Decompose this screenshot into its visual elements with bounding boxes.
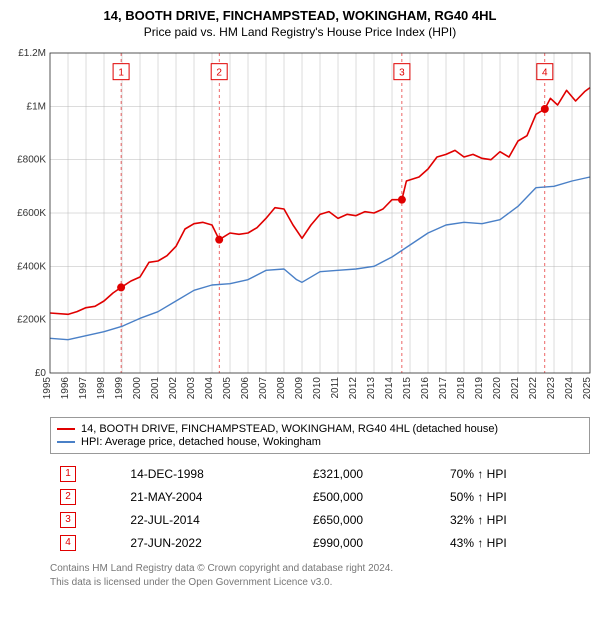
svg-text:1995: 1995 bbox=[42, 377, 53, 400]
sale-marker-cell: 2 bbox=[50, 485, 120, 508]
footnote-line: Contains HM Land Registry data © Crown c… bbox=[50, 562, 592, 576]
svg-text:2020: 2020 bbox=[492, 377, 503, 400]
sale-price: £990,000 bbox=[303, 531, 440, 554]
sale-marker-cell: 1 bbox=[50, 462, 120, 485]
svg-text:£1.2M: £1.2M bbox=[18, 48, 46, 59]
svg-text:2024: 2024 bbox=[564, 377, 575, 400]
svg-text:£400K: £400K bbox=[17, 261, 46, 272]
svg-text:2011: 2011 bbox=[330, 377, 341, 399]
sale-price: £500,000 bbox=[303, 485, 440, 508]
sale-pct: 43% ↑ HPI bbox=[440, 531, 590, 554]
chart-area: £0£200K£400K£600K£800K£1M£1.2M1995199619… bbox=[8, 47, 592, 407]
legend-swatch-icon bbox=[57, 441, 75, 443]
sale-pct: 70% ↑ HPI bbox=[440, 462, 590, 485]
svg-text:3: 3 bbox=[399, 68, 405, 79]
svg-text:2018: 2018 bbox=[456, 377, 467, 400]
table-row: 2 21-MAY-2004£500,00050% ↑ HPI bbox=[50, 485, 590, 508]
legend-swatch-icon bbox=[57, 428, 75, 430]
footnote-line: This data is licensed under the Open Gov… bbox=[50, 576, 592, 590]
sale-price: £650,000 bbox=[303, 508, 440, 531]
sale-marker-icon: 1 bbox=[60, 466, 76, 482]
svg-text:1998: 1998 bbox=[96, 377, 107, 400]
sale-price: £321,000 bbox=[303, 462, 440, 485]
svg-text:2015: 2015 bbox=[402, 377, 413, 400]
svg-text:2014: 2014 bbox=[384, 377, 395, 400]
svg-text:2012: 2012 bbox=[348, 377, 359, 400]
table-row: 3 22-JUL-2014£650,00032% ↑ HPI bbox=[50, 508, 590, 531]
sale-date: 27-JUN-2022 bbox=[120, 531, 303, 554]
svg-text:4: 4 bbox=[542, 68, 548, 79]
svg-text:2017: 2017 bbox=[438, 377, 449, 400]
sale-date: 22-JUL-2014 bbox=[120, 508, 303, 531]
legend-label: 14, BOOTH DRIVE, FINCHAMPSTEAD, WOKINGHA… bbox=[81, 423, 498, 435]
legend-label: HPI: Average price, detached house, Woki… bbox=[81, 436, 321, 448]
sale-marker-cell: 3 bbox=[50, 508, 120, 531]
svg-text:2000: 2000 bbox=[132, 377, 143, 400]
sales-table: 1 14-DEC-1998£321,00070% ↑ HPI 2 21-MAY-200… bbox=[50, 462, 590, 554]
svg-text:2006: 2006 bbox=[240, 377, 251, 400]
table-row: 1 14-DEC-1998£321,00070% ↑ HPI bbox=[50, 462, 590, 485]
sale-date: 21-MAY-2004 bbox=[120, 485, 303, 508]
svg-text:2007: 2007 bbox=[258, 377, 269, 400]
table-row: 4 27-JUN-2022£990,00043% ↑ HPI bbox=[50, 531, 590, 554]
sale-marker-icon: 3 bbox=[60, 512, 76, 528]
svg-text:£1M: £1M bbox=[27, 101, 46, 112]
svg-text:1: 1 bbox=[118, 68, 124, 79]
sale-pct: 32% ↑ HPI bbox=[440, 508, 590, 531]
sale-date: 14-DEC-1998 bbox=[120, 462, 303, 485]
svg-text:£800K: £800K bbox=[17, 155, 46, 166]
chart-svg: £0£200K£400K£600K£800K£1M£1.2M1995199619… bbox=[8, 47, 592, 407]
svg-text:1999: 1999 bbox=[114, 377, 125, 400]
svg-text:2025: 2025 bbox=[582, 377, 592, 400]
svg-text:2021: 2021 bbox=[510, 377, 521, 400]
svg-text:2010: 2010 bbox=[312, 377, 323, 400]
svg-text:2: 2 bbox=[216, 68, 222, 79]
svg-text:£600K: £600K bbox=[17, 208, 46, 219]
svg-text:2019: 2019 bbox=[474, 377, 485, 400]
svg-text:2008: 2008 bbox=[276, 377, 287, 400]
svg-text:2022: 2022 bbox=[528, 377, 539, 400]
chart-subtitle: Price paid vs. HM Land Registry's House … bbox=[8, 25, 592, 39]
svg-text:£200K: £200K bbox=[17, 315, 46, 326]
svg-text:2001: 2001 bbox=[150, 377, 161, 400]
svg-text:1997: 1997 bbox=[78, 377, 89, 400]
legend: 14, BOOTH DRIVE, FINCHAMPSTEAD, WOKINGHA… bbox=[50, 417, 590, 454]
legend-row: HPI: Average price, detached house, Woki… bbox=[57, 436, 583, 448]
svg-text:2009: 2009 bbox=[294, 377, 305, 400]
chart-title: 14, BOOTH DRIVE, FINCHAMPSTEAD, WOKINGHA… bbox=[8, 8, 592, 23]
sale-marker-icon: 2 bbox=[60, 489, 76, 505]
svg-text:2005: 2005 bbox=[222, 377, 233, 400]
svg-text:1996: 1996 bbox=[60, 377, 71, 400]
svg-text:2003: 2003 bbox=[186, 377, 197, 400]
svg-text:2013: 2013 bbox=[366, 377, 377, 400]
legend-row: 14, BOOTH DRIVE, FINCHAMPSTEAD, WOKINGHA… bbox=[57, 423, 583, 435]
svg-text:2002: 2002 bbox=[168, 377, 179, 400]
svg-text:2023: 2023 bbox=[546, 377, 557, 400]
svg-text:2016: 2016 bbox=[420, 377, 431, 400]
footnote: Contains HM Land Registry data © Crown c… bbox=[50, 562, 592, 589]
svg-text:2004: 2004 bbox=[204, 377, 215, 400]
sale-marker-icon: 4 bbox=[60, 535, 76, 551]
sale-pct: 50% ↑ HPI bbox=[440, 485, 590, 508]
sale-marker-cell: 4 bbox=[50, 531, 120, 554]
